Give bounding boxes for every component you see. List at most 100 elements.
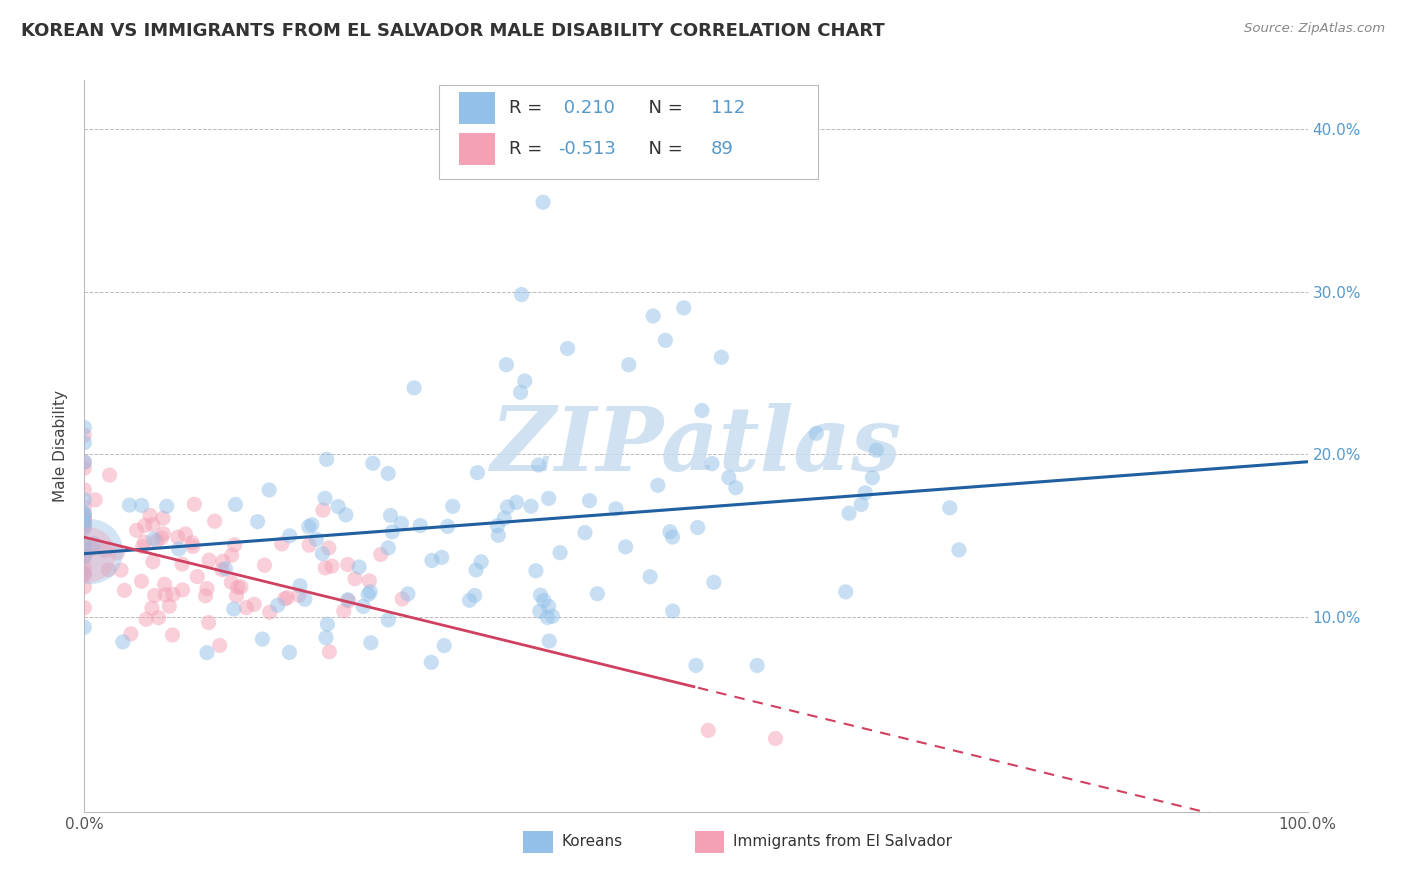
Point	[73, 500, 96, 515]
Text: -0.513: -0.513	[558, 140, 616, 158]
Text: ZIPatlas: ZIPatlas	[491, 403, 901, 489]
Point	[685, 658, 707, 673]
Point	[98, 468, 121, 483]
Point	[257, 483, 280, 497]
Point	[352, 599, 374, 614]
Point	[73, 508, 96, 522]
Point	[486, 528, 509, 542]
Point	[73, 420, 96, 434]
Point	[520, 500, 543, 514]
Point	[153, 577, 176, 591]
Point	[172, 582, 194, 597]
Text: KOREAN VS IMMIGRANTS FROM EL SALVADOR MALE DISABILITY CORRELATION CHART: KOREAN VS IMMIGRANTS FROM EL SALVADOR MA…	[21, 22, 884, 40]
Point	[73, 455, 96, 469]
Text: Source: ZipAtlas.com: Source: ZipAtlas.com	[1244, 22, 1385, 36]
Point	[574, 525, 596, 540]
Point	[141, 601, 163, 615]
Point	[537, 491, 560, 506]
Point	[194, 589, 217, 603]
Point	[111, 635, 134, 649]
Point	[278, 645, 301, 659]
Point	[337, 594, 360, 608]
Point	[347, 560, 370, 574]
Point	[83, 536, 105, 550]
Point	[110, 563, 132, 577]
Point	[370, 548, 392, 562]
Point	[541, 609, 564, 624]
Text: 0.210: 0.210	[558, 99, 614, 117]
Point	[659, 524, 682, 539]
Point	[73, 515, 96, 529]
Point	[73, 519, 96, 533]
Point	[112, 583, 135, 598]
Point	[152, 511, 174, 525]
Point	[420, 553, 443, 567]
Point	[73, 435, 96, 450]
Point	[139, 508, 162, 523]
Point	[174, 527, 197, 541]
Point	[321, 559, 343, 574]
Point	[557, 342, 579, 356]
Point	[259, 605, 281, 619]
Point	[420, 656, 443, 670]
FancyBboxPatch shape	[458, 92, 495, 124]
Point	[243, 597, 266, 611]
Point	[120, 627, 142, 641]
Point	[527, 458, 550, 472]
Point	[73, 506, 96, 520]
Point	[505, 495, 527, 509]
Point	[486, 518, 509, 533]
Point	[851, 498, 873, 512]
Point	[359, 574, 381, 588]
Point	[294, 592, 316, 607]
Point	[148, 611, 170, 625]
Point	[73, 428, 96, 442]
Point	[131, 574, 153, 589]
Point	[470, 555, 492, 569]
Point	[134, 518, 156, 533]
Point	[278, 529, 301, 543]
Point	[806, 426, 828, 441]
Point	[724, 481, 747, 495]
Point	[509, 385, 531, 400]
Point	[529, 588, 551, 602]
Point	[229, 580, 252, 594]
Point	[73, 508, 96, 522]
Point	[73, 550, 96, 565]
Point	[396, 587, 419, 601]
Point	[224, 498, 246, 512]
Point	[314, 491, 336, 506]
Point	[73, 600, 96, 615]
Text: 112: 112	[710, 99, 745, 117]
Point	[73, 538, 96, 552]
Point	[717, 470, 740, 484]
Text: R =: R =	[509, 99, 548, 117]
Point	[672, 301, 695, 315]
Text: Immigrants from El Salvador: Immigrants from El Salvador	[733, 834, 952, 849]
Y-axis label: Male Disability: Male Disability	[53, 390, 69, 502]
Point	[389, 516, 412, 531]
Point	[578, 493, 600, 508]
Point	[214, 562, 236, 576]
Point	[204, 514, 226, 528]
Point	[318, 645, 340, 659]
Point	[835, 585, 858, 599]
Point	[73, 560, 96, 574]
Point	[586, 587, 609, 601]
Point	[221, 575, 243, 590]
Point	[318, 541, 340, 555]
Point	[765, 731, 787, 746]
Point	[710, 350, 733, 364]
Point	[166, 530, 188, 544]
Point	[73, 455, 96, 469]
Point	[377, 541, 399, 555]
Point	[274, 591, 297, 606]
Point	[361, 456, 384, 470]
Point	[312, 503, 335, 517]
Point	[252, 632, 274, 646]
FancyBboxPatch shape	[523, 830, 553, 853]
Point	[360, 636, 382, 650]
Point	[73, 567, 96, 582]
Point	[135, 612, 157, 626]
Point	[464, 589, 486, 603]
